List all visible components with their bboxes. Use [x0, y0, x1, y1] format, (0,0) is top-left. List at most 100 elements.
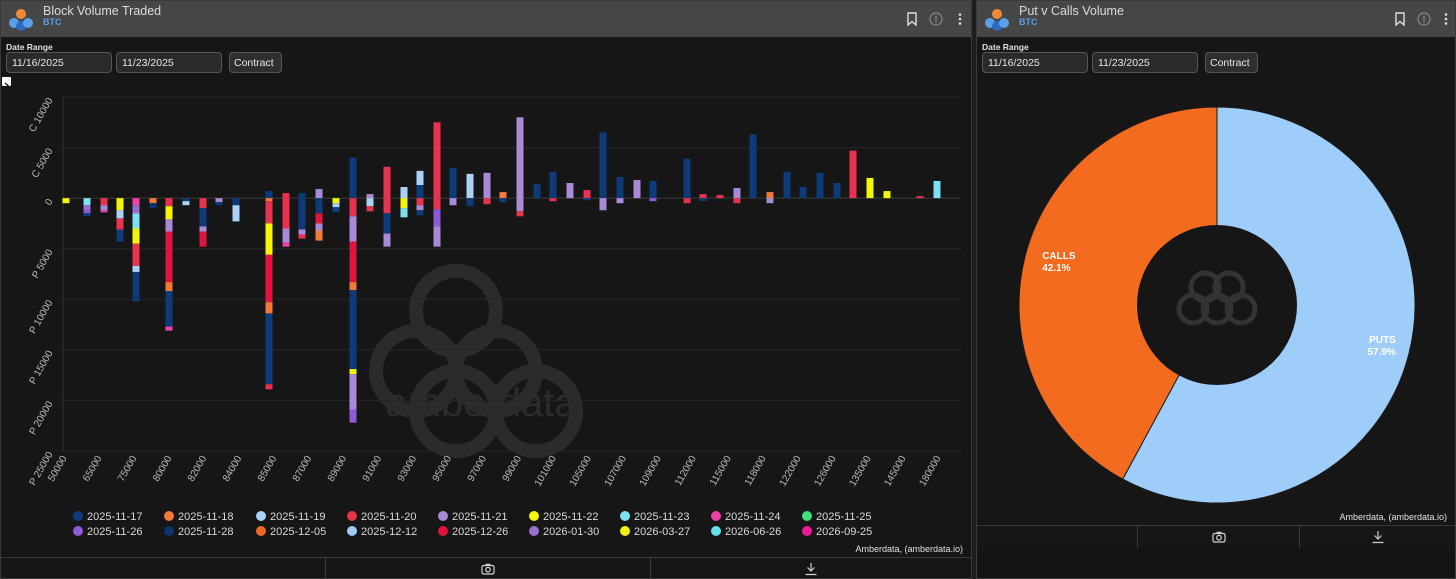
bar-segment[interactable]	[683, 158, 691, 199]
bar-segment[interactable]	[62, 198, 70, 204]
bar-segment[interactable]	[298, 198, 306, 230]
bar-segment[interactable]	[116, 229, 124, 242]
bar-segment[interactable]	[349, 282, 357, 291]
bar-segment[interactable]	[649, 180, 657, 199]
bar-segment[interactable]	[165, 291, 173, 327]
bar-segment[interactable]	[433, 226, 441, 247]
legend-item[interactable]: 2025-11-25	[802, 511, 871, 523]
bar-segment[interactable]	[83, 210, 91, 214]
legend-item[interactable]: 2026-03-27	[620, 526, 690, 538]
bar-segment[interactable]	[165, 326, 173, 331]
bar-segment[interactable]	[349, 369, 357, 375]
bar-segment[interactable]	[83, 213, 91, 217]
bar-segment[interactable]	[116, 210, 124, 219]
bar-segment[interactable]	[599, 132, 607, 199]
bar-segment[interactable]	[265, 254, 273, 303]
bar-segment[interactable]	[799, 187, 807, 199]
download-button[interactable]	[651, 558, 971, 578]
expand-toggle-icon[interactable]	[2, 77, 11, 89]
bar-segment[interactable]	[583, 198, 591, 201]
bar-segment[interactable]	[165, 231, 173, 283]
bar-segment[interactable]	[400, 198, 408, 209]
bar-segment[interactable]	[132, 213, 140, 229]
bar-segment[interactable]	[298, 193, 306, 199]
bar-segment[interactable]	[165, 198, 173, 207]
bar-segment[interactable]	[282, 242, 290, 247]
bar-segment[interactable]	[366, 206, 374, 212]
bar-segment[interactable]	[383, 166, 391, 199]
bar-segment[interactable]	[265, 302, 273, 314]
bar-segment[interactable]	[883, 191, 891, 199]
bar-segment[interactable]	[599, 198, 607, 211]
bar-segment[interactable]	[100, 198, 108, 206]
bar-segment[interactable]	[433, 122, 441, 199]
bar-segment[interactable]	[416, 198, 424, 206]
bar-segment[interactable]	[616, 198, 624, 204]
legend-item[interactable]: 2025-11-19	[256, 511, 325, 523]
bar-segment[interactable]	[699, 194, 707, 199]
bar-segment[interactable]	[265, 223, 273, 255]
bar-segment[interactable]	[165, 219, 173, 232]
bar-segment[interactable]	[315, 189, 323, 199]
legend-item[interactable]: 2025-12-26	[438, 526, 508, 538]
bar-segment[interactable]	[265, 384, 273, 390]
bar-segment[interactable]	[733, 188, 741, 199]
bar-segment[interactable]	[516, 117, 524, 199]
bar-segment[interactable]	[232, 205, 240, 222]
legend-item[interactable]: 2025-12-05	[256, 526, 326, 538]
end-date-input[interactable]: 11/23/2025	[1092, 52, 1198, 73]
pie-slice-calls[interactable]	[1018, 106, 1218, 480]
bar-segment[interactable]	[132, 265, 140, 272]
bar-segment[interactable]	[298, 229, 306, 235]
bar-segment[interactable]	[182, 201, 190, 206]
bar-segment[interactable]	[182, 198, 190, 202]
bar-segment[interactable]	[466, 198, 474, 207]
legend-item[interactable]: 2025-11-20	[347, 511, 416, 523]
bar-segment[interactable]	[933, 180, 941, 199]
more-options-icon[interactable]	[953, 12, 967, 26]
legend-item[interactable]: 2025-11-22	[529, 511, 598, 523]
bar-segment[interactable]	[83, 198, 91, 206]
bar-segment[interactable]	[766, 198, 774, 204]
bar-segment[interactable]	[349, 290, 357, 370]
bar-segment[interactable]	[332, 203, 340, 208]
bar-segment[interactable]	[199, 226, 207, 232]
contract-button[interactable]: Contract	[229, 52, 282, 73]
bar-segment[interactable]	[215, 198, 223, 203]
bar-segment[interactable]	[416, 170, 424, 185]
info-icon[interactable]	[1417, 12, 1431, 26]
bar-segment[interactable]	[483, 198, 491, 205]
contract-button[interactable]: Contract	[1205, 52, 1258, 73]
bar-segment[interactable]	[349, 241, 357, 283]
bar-segment[interactable]	[165, 282, 173, 292]
bar-segment[interactable]	[332, 207, 340, 213]
legend-item[interactable]: 2025-11-17	[73, 511, 142, 523]
bar-segment[interactable]	[516, 198, 524, 212]
bookmark-icon[interactable]	[905, 12, 919, 27]
bar-segment[interactable]	[783, 171, 791, 199]
bar-segment[interactable]	[749, 134, 757, 199]
legend-item[interactable]: 2026-06-26	[711, 526, 781, 538]
bar-segment[interactable]	[383, 233, 391, 247]
start-date-input[interactable]: 11/16/2025	[6, 52, 112, 73]
bar-segment[interactable]	[265, 198, 273, 202]
bar-segment[interactable]	[499, 198, 507, 203]
bar-segment[interactable]	[349, 216, 357, 242]
bar-segment[interactable]	[165, 206, 173, 220]
bar-segment[interactable]	[733, 198, 741, 204]
bar-segment[interactable]	[149, 203, 157, 209]
legend-item[interactable]: 2025-11-18	[164, 511, 233, 523]
bar-segment[interactable]	[199, 198, 207, 209]
bar-segment[interactable]	[449, 167, 457, 199]
bar-segment[interactable]	[916, 196, 924, 199]
bar-segment[interactable]	[649, 198, 657, 202]
bar-segment[interactable]	[766, 192, 774, 199]
bar-segment[interactable]	[616, 176, 624, 199]
bar-segment[interactable]	[433, 198, 441, 210]
legend-item[interactable]: 2025-11-26	[73, 526, 142, 538]
bar-segment[interactable]	[366, 194, 374, 199]
bar-segment[interactable]	[866, 177, 874, 199]
bar-segment[interactable]	[416, 184, 424, 199]
bar-segment[interactable]	[383, 198, 391, 214]
bar-segment[interactable]	[566, 182, 574, 199]
